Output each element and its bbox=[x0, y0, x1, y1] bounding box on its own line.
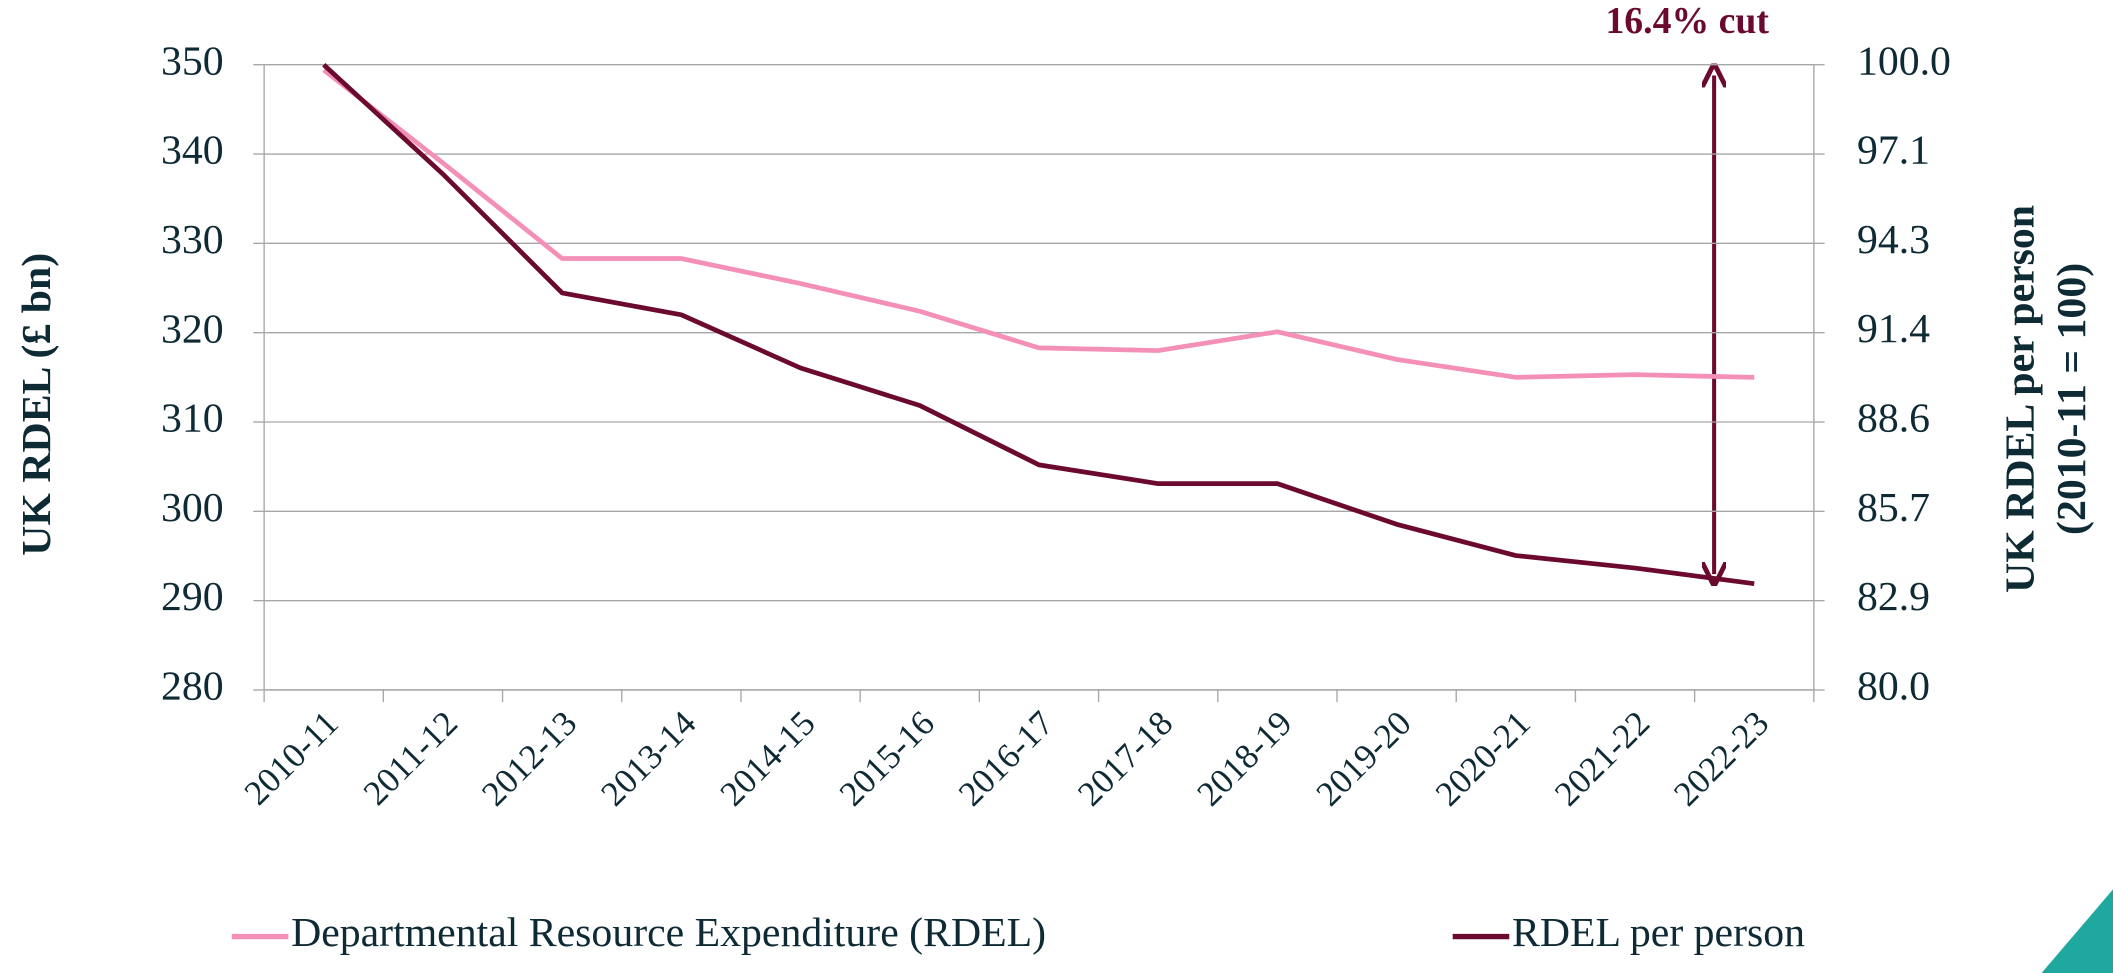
legend-label: RDEL per person bbox=[1512, 910, 1805, 956]
y2-tick-label: 88.6 bbox=[1857, 396, 1930, 442]
y-tick-label: 330 bbox=[161, 217, 224, 263]
x-tick-label: 2017-18 bbox=[1070, 703, 1180, 813]
x-tick-label: 2011-12 bbox=[356, 703, 465, 812]
y-tick-label: 300 bbox=[161, 485, 224, 531]
y-tick-label: 320 bbox=[161, 306, 224, 352]
y2-tick-label: 80.0 bbox=[1857, 664, 1930, 710]
annotation: 16.4% cut bbox=[1605, 0, 1769, 42]
line-series bbox=[322, 62, 1755, 587]
y2-tick-label: 94.3 bbox=[1857, 217, 1930, 263]
y-tick-label: 340 bbox=[161, 128, 224, 174]
y-tick-label: 350 bbox=[161, 38, 224, 84]
decoration bbox=[2041, 889, 2113, 973]
x-tick-label: 2020-21 bbox=[1428, 703, 1538, 813]
y-tick-label: 280 bbox=[161, 664, 224, 710]
y2-tick-label: 100.0 bbox=[1857, 38, 1951, 84]
x-tick-label: 2014-15 bbox=[713, 703, 823, 813]
y-axis-title: UK RDEL (£ bn) bbox=[14, 253, 60, 556]
y-tick-label: 310 bbox=[161, 396, 224, 442]
x-tick-label: 2010-11 bbox=[237, 703, 346, 812]
x-tick-label: 2018-19 bbox=[1189, 703, 1299, 813]
line-series bbox=[322, 68, 1755, 380]
x-tick-label: 2022-23 bbox=[1666, 703, 1776, 813]
x-tick-label: 2012-13 bbox=[474, 703, 584, 813]
y2-axis-title: (2010-11 = 100) bbox=[2049, 263, 2095, 535]
y2-tick-label: 97.1 bbox=[1857, 128, 1930, 174]
x-tick-label: 2019-20 bbox=[1309, 703, 1419, 813]
x-tick-label: 2015-16 bbox=[832, 703, 942, 813]
y2-axis-title: UK RDEL per person bbox=[1998, 205, 2044, 593]
y2-tick-label: 91.4 bbox=[1857, 306, 1930, 352]
legend-label: Departmental Resource Expenditure (RDEL) bbox=[291, 910, 1046, 956]
x-tick-label: 2021-22 bbox=[1547, 703, 1657, 813]
y-tick-label: 290 bbox=[161, 574, 224, 620]
y2-tick-label: 82.9 bbox=[1857, 574, 1930, 620]
x-tick-label: 2016-17 bbox=[951, 703, 1061, 813]
y2-tick-label: 85.7 bbox=[1857, 485, 1930, 531]
x-tick-label: 2013-14 bbox=[593, 703, 703, 813]
